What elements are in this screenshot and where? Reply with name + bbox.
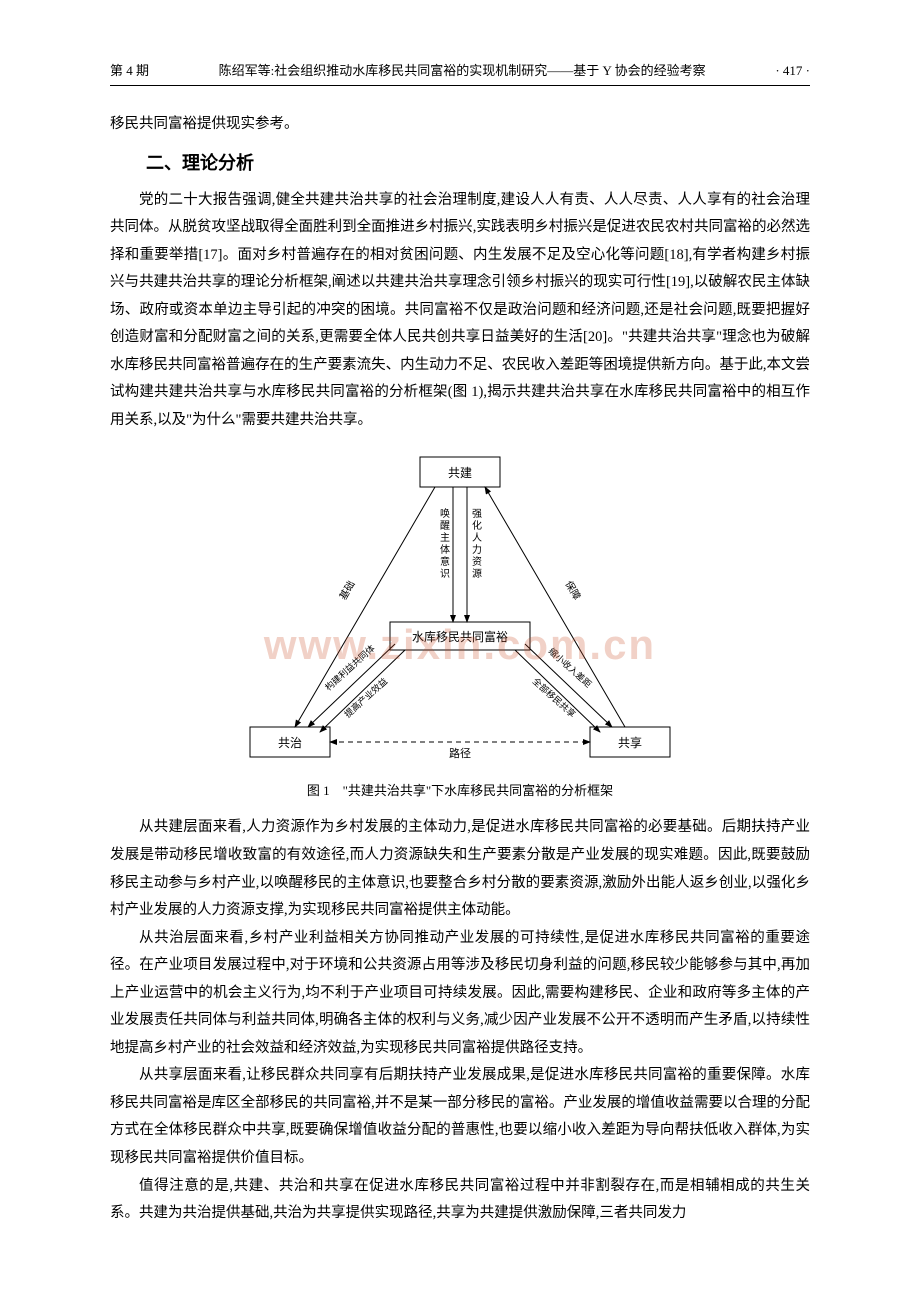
edge-top-right-label: 保障 [562,579,583,603]
edge-mid-right-lower: 全部移民共享 [531,676,579,720]
node-bottom-left-label: 共治 [278,736,302,750]
paragraph-congjian: 从共建层面来看,人力资源作为乡村发展的主体动力,是促进水库移民共同富裕的必要基础… [110,814,810,924]
node-center-label: 水库移民共同富裕 [412,629,508,644]
edge-top-left-label: 基础 [336,579,357,603]
intro-tail: 移民共同富裕提供现实参考。 [110,111,810,139]
figure-caption: 图 1 "共建共治共享"下水库移民共同富裕的分析框架 [210,780,710,799]
running-title: 陈绍军等:社会组织推动水库移民共同富裕的实现机制研究——基于 Y 协会的经验考察 [219,60,706,79]
edge-mid-right-upper: 缩小收入差距 [547,646,595,690]
issue-number: 第 4 期 [110,60,149,79]
edge-bottom-label: 路径 [449,747,471,760]
page-header: 第 4 期 陈绍军等:社会组织推动水库移民共同富裕的实现机制研究——基于 Y 协… [110,60,810,86]
edge-vert-left-label: 唤 醒 主 体 意 识 [440,507,453,580]
edge-mid-left-lower: 提高产业效益 [342,676,390,720]
intro-tail-text: 移民共同富裕提供现实参考。 [110,116,299,132]
paragraph-zhidezhuyi: 值得注意的是,共建、共治和共享在促进水库移民共同富裕过程中并非割裂存在,而是相辅… [110,1173,810,1228]
paragraph-congxiang: 从共享层面来看,让移民群众共同享有后期扶持产业发展成果,是促进水库移民共同富裕的… [110,1062,810,1172]
page-number: · 417 · [775,63,810,79]
figure-1: www.zixin.com.cn 共建 水库移民共同富裕 共治 共享 路径 [210,452,710,799]
node-top-label: 共建 [448,466,472,480]
paragraph-1: 党的二十大报告强调,健全共建共治共享的社会治理制度,建设人人有责、人人尽责、人人… [110,187,810,435]
diagram-svg: 共建 水库移民共同富裕 共治 共享 路径 唤 醒 主 体 意 识 [210,452,710,772]
paragraph-congzhi: 从共治层面来看,乡村产业利益相关方协同推动产业发展的可持续性,是促进水库移民共同… [110,925,810,1063]
node-bottom-right-label: 共享 [618,735,642,750]
section-heading: 二、理论分析 [110,149,810,175]
edge-vert-right-label: 强 化 人 力 资 源 [472,508,485,580]
